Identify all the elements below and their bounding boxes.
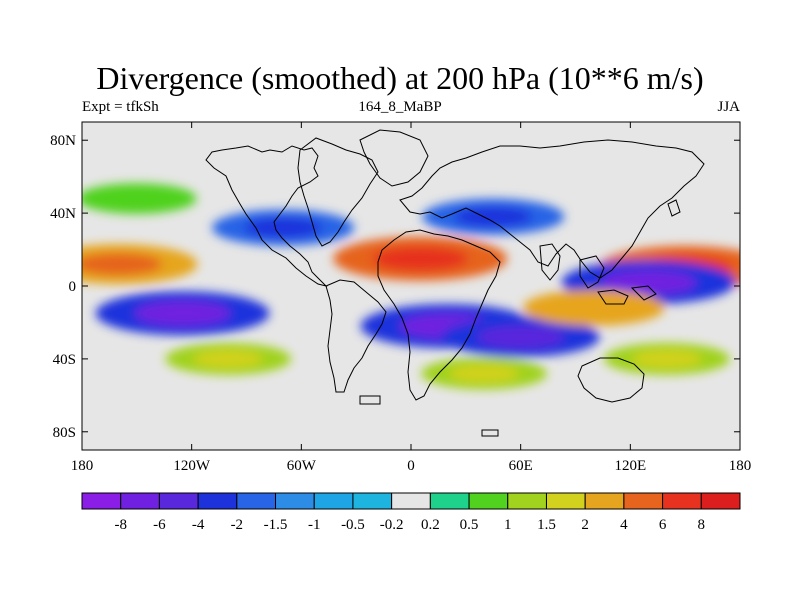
colorbar-label: -0.5 bbox=[341, 517, 365, 533]
experiment-label: Expt = tfkSh bbox=[82, 99, 159, 115]
colorbar-label: -1 bbox=[308, 517, 321, 533]
axis-ticks: 80N 40N 0 40S 80S 180 120W 60W 0 60E 120E 180 bbox=[50, 122, 751, 474]
lat-label: 40S bbox=[53, 352, 76, 368]
lon-label: 60E bbox=[509, 458, 533, 474]
lon-label: 60W bbox=[287, 458, 317, 474]
field-core-northern-pacific-band bbox=[103, 190, 170, 207]
lon-label: 180 bbox=[729, 458, 752, 474]
field-core-south-pacific-convergence bbox=[134, 301, 231, 326]
colorbar-label: 8 bbox=[698, 517, 706, 533]
colorbar: -8 -6 -4 -2 -1.5 -1 -0.5 -0.2 0.2 0.5 1 1.5 2 4 6 8 bbox=[81, 492, 741, 533]
lat-label: 40N bbox=[50, 206, 76, 222]
colorbar-swatch bbox=[81, 492, 122, 510]
colorbar-label: 6 bbox=[659, 517, 667, 533]
colorbar-swatch bbox=[391, 492, 431, 510]
lat-label: 80S bbox=[53, 425, 76, 441]
field-core-north-africa-divergence bbox=[372, 246, 468, 271]
colorbar-swatch bbox=[429, 492, 470, 510]
colorbar-swatch bbox=[468, 492, 509, 510]
colorbar-label: 4 bbox=[620, 517, 628, 533]
field-core-maritime-continent-convergence bbox=[600, 270, 697, 295]
colorbar-label: -6 bbox=[153, 517, 166, 533]
field-core-east-asian-jet-divergence bbox=[554, 297, 633, 318]
lon-label: 180 bbox=[71, 458, 94, 474]
divergence-field bbox=[82, 183, 740, 390]
colorbar-label: 0.5 bbox=[460, 517, 479, 533]
colorbar-swatch bbox=[275, 492, 315, 510]
field-core-southern-midlat-band bbox=[632, 350, 702, 368]
field-core-indian-ocean-convergence bbox=[477, 326, 565, 349]
lat-label: 80N bbox=[50, 133, 76, 149]
colorbar-swatch bbox=[700, 492, 741, 510]
lon-label: 120E bbox=[614, 458, 646, 474]
field-core-north-atlantic-convergence bbox=[244, 217, 323, 238]
season-label: JJA bbox=[717, 99, 740, 115]
colorbar-label: -1.5 bbox=[264, 517, 288, 533]
colorbar-label: -4 bbox=[192, 517, 205, 533]
field-core-eastern-asia-convergence bbox=[454, 206, 533, 227]
colorbar-label: -0.2 bbox=[380, 517, 404, 533]
field-core-southern-ocean-divergence-band bbox=[449, 364, 519, 383]
field-core-tropical-pacific-divergence bbox=[82, 253, 162, 276]
lon-label: 120W bbox=[173, 458, 211, 474]
colorbar-swatch bbox=[623, 492, 664, 510]
colorbar-label: 1 bbox=[504, 517, 512, 533]
colorbar-label: 0.2 bbox=[421, 517, 440, 533]
case-label: 164_8_MaBP bbox=[358, 99, 442, 115]
map-title: Divergence (smoothed) at 200 hPa (10**6 … bbox=[96, 60, 704, 96]
colorbar-label: -2 bbox=[231, 517, 244, 533]
colorbar-swatch bbox=[507, 492, 547, 510]
lon-label: 0 bbox=[407, 458, 415, 474]
colorbar-swatch bbox=[352, 492, 393, 510]
colorbar-label: -8 bbox=[114, 517, 127, 533]
colorbar-swatch bbox=[197, 492, 238, 510]
colorbar-label: 1.5 bbox=[537, 517, 556, 533]
lat-label: 0 bbox=[69, 279, 77, 295]
colorbar-label: 2 bbox=[581, 517, 589, 533]
colorbar-swatch bbox=[158, 492, 199, 510]
colorbar-swatch bbox=[545, 492, 586, 510]
field-core-south-pacific-divergence-band bbox=[193, 350, 263, 368]
colorbar-swatch bbox=[662, 492, 702, 510]
coastline bbox=[205, 129, 705, 437]
colorbar-swatch bbox=[313, 492, 354, 510]
colorbar-swatch bbox=[120, 492, 160, 510]
colorbar-swatch bbox=[236, 492, 277, 510]
colorbar-swatch bbox=[584, 492, 625, 510]
